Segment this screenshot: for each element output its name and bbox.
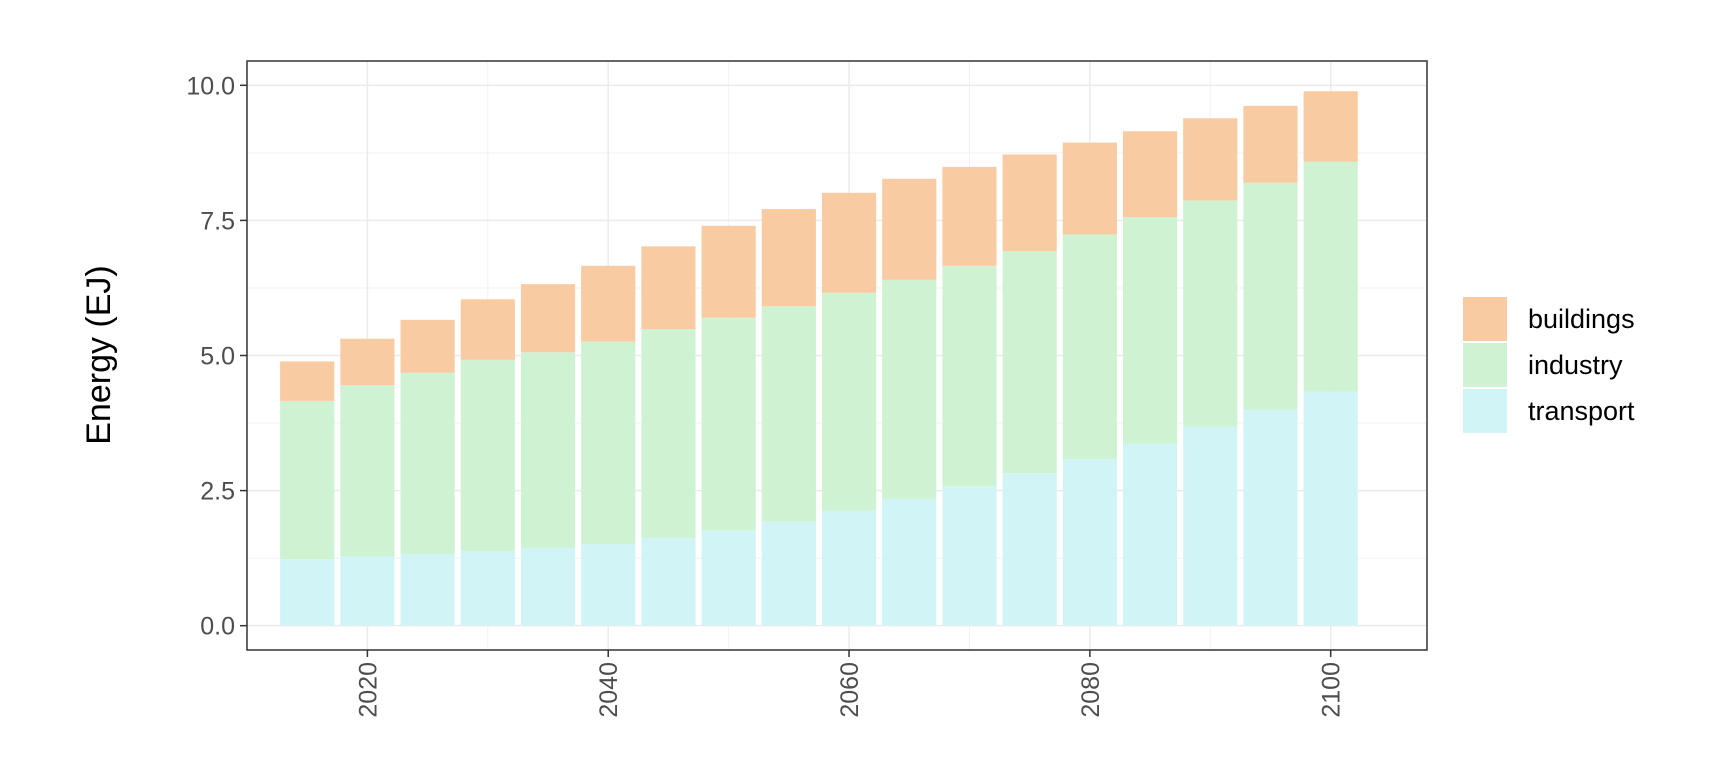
- bar-industry-2060: [821, 292, 877, 511]
- bar-industry-2020: [340, 385, 395, 557]
- bar-buildings-2015: [280, 361, 335, 401]
- bar-transport-2070: [942, 486, 997, 626]
- bar-industry-2015: [280, 400, 335, 560]
- bar-industry-2055: [761, 306, 816, 522]
- bar-industry-2040: [581, 341, 636, 545]
- bar-transport-2065: [882, 498, 937, 626]
- bar-buildings-2060: [821, 192, 877, 293]
- bar-industry-2090: [1183, 200, 1238, 427]
- bar-buildings-2070: [942, 166, 997, 266]
- x-tick-label: 2020: [354, 662, 382, 718]
- bar-transport-2015: [280, 559, 335, 626]
- bar-buildings-2065: [882, 178, 937, 280]
- bar-buildings-2025: [400, 319, 455, 373]
- bar-transport-2080: [1062, 459, 1117, 626]
- x-tick-label: 2080: [1077, 662, 1105, 718]
- bar-industry-2045: [641, 329, 696, 539]
- bar-buildings-2020: [340, 338, 395, 386]
- bar-buildings-2075: [1002, 154, 1057, 252]
- legend-label-transport: transport: [1528, 396, 1635, 426]
- bar-transport-2100: [1303, 391, 1358, 626]
- y-tick-label: 10.0: [186, 72, 235, 100]
- bar-transport-2075: [1002, 473, 1057, 626]
- legend-swatch-buildings: [1463, 297, 1507, 341]
- bar-buildings-2035: [520, 284, 576, 353]
- bar-industry-2100: [1303, 161, 1358, 392]
- bar-transport-2040: [581, 544, 636, 626]
- bar-buildings-2085: [1122, 131, 1178, 218]
- bar-buildings-2080: [1062, 142, 1117, 235]
- legend: buildings industry transport: [1463, 297, 1635, 433]
- bar-buildings-2100: [1303, 91, 1358, 162]
- bar-industry-2025: [400, 372, 455, 555]
- bar-transport-2030: [460, 551, 515, 626]
- bar-transport-2085: [1122, 443, 1178, 626]
- bar-buildings-2030: [460, 299, 515, 360]
- bar-transport-2035: [520, 547, 576, 626]
- y-tick-label: 2.5: [200, 478, 235, 506]
- bar-industry-2095: [1243, 182, 1298, 410]
- bar-industry-2075: [1002, 251, 1057, 474]
- legend-swatch-industry: [1463, 343, 1507, 387]
- bar-transport-2095: [1243, 409, 1298, 626]
- bar-industry-2065: [882, 279, 937, 499]
- bar-industry-2070: [942, 265, 997, 487]
- bar-buildings-2045: [641, 246, 696, 330]
- bar-transport-2020: [340, 556, 395, 626]
- bar-buildings-2050: [701, 225, 756, 318]
- x-tick-label: 2100: [1318, 662, 1346, 718]
- bar-transport-2055: [761, 521, 816, 626]
- x-tick-label: 2060: [836, 662, 864, 718]
- bar-transport-2060: [821, 510, 877, 626]
- bar-industry-2085: [1122, 217, 1178, 444]
- legend-label-buildings: buildings: [1528, 304, 1635, 334]
- bar-industry-2050: [701, 317, 756, 531]
- bars: [280, 91, 1358, 626]
- legend-label-industry: industry: [1528, 350, 1623, 380]
- bar-transport-2045: [641, 538, 696, 626]
- y-axis: 0.0 2.5 5.0 7.5 10.0: [186, 72, 247, 641]
- y-tick-label: 7.5: [200, 207, 235, 235]
- bar-transport-2050: [701, 530, 756, 626]
- bar-industry-2035: [520, 352, 576, 548]
- bar-buildings-2090: [1183, 118, 1238, 201]
- bar-industry-2080: [1062, 234, 1117, 460]
- x-tick-label: 2040: [595, 662, 623, 718]
- x-axis: 2020 2040 2060 2080 2100: [354, 650, 1346, 718]
- bar-buildings-2055: [761, 209, 816, 307]
- legend-swatch-transport: [1463, 389, 1507, 433]
- bar-transport-2025: [400, 554, 455, 626]
- y-axis-title: Energy (EJ): [80, 265, 118, 445]
- bar-industry-2030: [460, 359, 515, 552]
- y-tick-label: 0.0: [200, 613, 235, 641]
- bar-buildings-2040: [581, 265, 636, 342]
- y-tick-label: 5.0: [200, 343, 235, 371]
- bar-transport-2090: [1183, 426, 1238, 626]
- bar-buildings-2095: [1243, 105, 1298, 183]
